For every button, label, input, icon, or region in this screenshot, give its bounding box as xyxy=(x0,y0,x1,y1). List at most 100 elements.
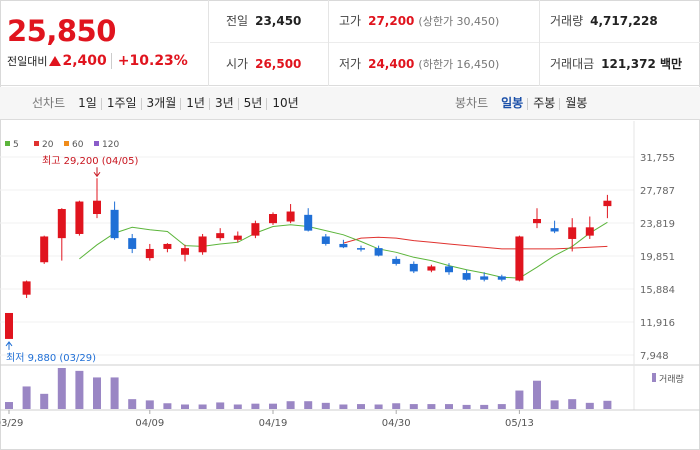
stat-value: 26,500 xyxy=(255,57,302,71)
stats-row: 시가 26,500 저가 24,400 (하한가 16,450) 거래대금 121,37… xyxy=(210,43,700,86)
stat-high: 고가 27,200 (상한가 30,450) xyxy=(328,0,499,43)
volume-bar xyxy=(93,377,101,409)
candle-body xyxy=(533,219,541,224)
x-tick-label: 04/19 xyxy=(259,418,288,429)
stat-value: 23,450 xyxy=(255,14,302,28)
tab-5y[interactable]: 5년 xyxy=(237,87,268,120)
stat-label: 거래대금 xyxy=(550,57,595,71)
stat-sub: (상한가 30,450) xyxy=(418,15,500,28)
candle-chart-tabs: 봉차트 일봉 주봉 월봉 xyxy=(455,87,592,120)
tab-3m[interactable]: 3개월 xyxy=(140,87,182,120)
candle-body xyxy=(75,201,84,234)
stats-grid: 전일 23,450 고가 27,200 (상한가 30,450) 거래량 4,717,2… xyxy=(210,0,700,86)
volume-bar xyxy=(497,404,506,409)
line-chart-tabs: 선차트 1일 1주일 3개월 1년 3년 5년 10년 xyxy=(32,87,304,120)
tab-monthly[interactable]: 월봉 xyxy=(559,87,592,120)
current-price: 25,850 xyxy=(7,14,116,48)
candle-body xyxy=(568,227,577,239)
volume-bar xyxy=(603,400,612,409)
candle-body xyxy=(304,214,313,231)
y-tick-label: 23,819 xyxy=(640,219,675,230)
volume-bar xyxy=(233,404,242,409)
candle-body xyxy=(93,200,101,215)
candle-body xyxy=(269,214,277,224)
legend-label: 20 xyxy=(42,140,54,150)
candle-body xyxy=(5,312,13,339)
tab-10y[interactable]: 10년 xyxy=(266,87,303,120)
volume-bar xyxy=(163,403,172,409)
period-tabs-bar: 선차트 1일 1주일 3개월 1년 3년 5년 10년 봉차트 일봉 주봉 월봉 xyxy=(0,87,700,120)
volume-bar xyxy=(57,368,66,409)
stat-sub: (하한가 16,450) xyxy=(418,58,500,71)
volume-bar xyxy=(480,404,489,409)
stat-trade-amount: 거래대금 121,372 백만 xyxy=(539,43,682,86)
change-percent: +10.23% xyxy=(110,53,188,69)
stat-low: 저가 24,400 (하한가 16,450) xyxy=(328,43,499,86)
volume-bar xyxy=(110,377,119,409)
volume-bar xyxy=(5,402,13,409)
volume-bar xyxy=(533,380,541,409)
volume-bar xyxy=(462,404,471,409)
candle-body xyxy=(339,243,348,248)
tab-1y[interactable]: 1년 xyxy=(180,87,210,120)
ma5-line xyxy=(79,221,608,279)
candle-body xyxy=(181,248,189,255)
candle-body xyxy=(497,276,506,280)
candle-body xyxy=(57,209,66,239)
legend-swatch xyxy=(64,141,69,146)
volume-bar xyxy=(321,402,330,409)
tab-weekly[interactable]: 주봉 xyxy=(527,87,560,120)
high-arrow-head xyxy=(93,171,101,178)
volume-bar xyxy=(22,386,31,409)
tab-daily[interactable]: 일봉 xyxy=(501,96,524,110)
x-tick-label: 04/09 xyxy=(135,418,164,429)
volume-bar xyxy=(515,390,524,409)
volume-bar xyxy=(40,393,49,409)
tab-3y[interactable]: 3년 xyxy=(208,87,239,120)
volume-bar xyxy=(409,404,418,409)
price-change: 전일대비 2,400 +10.23% xyxy=(7,53,188,69)
volume-bar xyxy=(128,399,137,409)
high-annotation: 최고 29,200 (04/05) xyxy=(42,155,138,167)
volume-bar xyxy=(145,400,154,409)
candle-body xyxy=(462,273,471,280)
candle-body xyxy=(233,235,242,240)
candle-body xyxy=(374,248,383,256)
x-tick-label: 03/29 xyxy=(0,418,23,429)
tab-1w[interactable]: 1주일 xyxy=(100,87,142,120)
candle-body xyxy=(145,248,154,259)
volume-bar xyxy=(286,401,295,409)
candle-body xyxy=(216,233,225,239)
low-annotation: 최저 9,880 (03/29) xyxy=(6,352,96,364)
candle-body xyxy=(445,266,453,273)
volume-bar xyxy=(198,404,207,409)
candle-body xyxy=(321,236,330,244)
tab-1d[interactable]: 1일 xyxy=(78,96,97,110)
volume-bar xyxy=(75,370,84,409)
candle-body xyxy=(550,228,559,232)
current-price-box: 25,850 전일대비 2,400 +10.23% xyxy=(0,0,209,86)
candle-body xyxy=(40,236,49,263)
y-tick-label: 15,884 xyxy=(640,285,675,296)
legend-swatch xyxy=(34,141,39,146)
volume-bar xyxy=(339,404,348,409)
stat-open: 시가 26,500 xyxy=(226,43,301,86)
candle-chart-label: 봉차트 xyxy=(455,96,489,110)
stat-prev-close: 전일 23,450 xyxy=(226,0,301,43)
candle-body xyxy=(357,248,365,250)
y-tick-label: 19,851 xyxy=(640,252,675,263)
stat-label: 거래량 xyxy=(550,14,584,28)
volume-legend-swatch xyxy=(652,373,656,382)
candle-body xyxy=(163,243,172,249)
volume-bar xyxy=(392,403,401,409)
stat-value: 121,372 백만 xyxy=(601,57,683,71)
y-tick-label: 27,787 xyxy=(640,186,675,197)
volume-bar xyxy=(568,399,577,409)
stat-value: 4,717,228 xyxy=(590,14,658,28)
volume-bar xyxy=(181,404,189,409)
candle-body xyxy=(427,266,436,271)
volume-bar xyxy=(445,404,453,409)
volume-bar xyxy=(269,403,277,409)
legend-label: 120 xyxy=(102,140,119,150)
volume-bar xyxy=(357,404,365,409)
